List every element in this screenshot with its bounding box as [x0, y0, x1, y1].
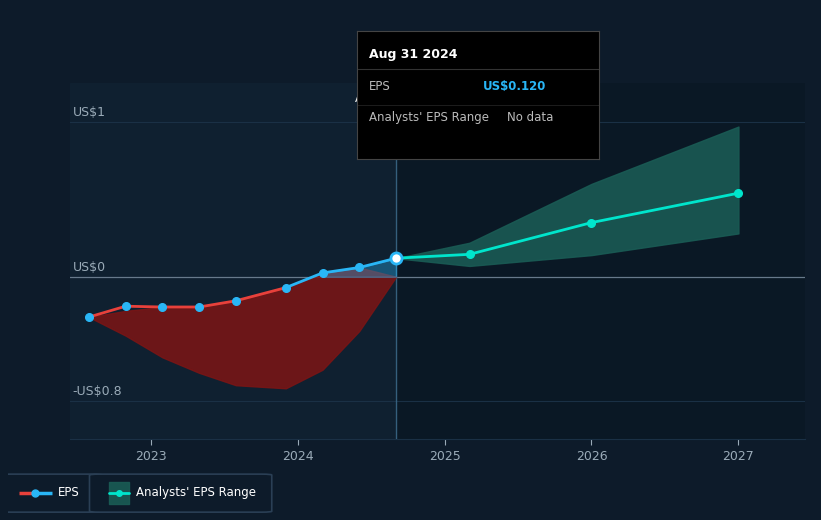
Text: US$1: US$1: [73, 106, 106, 119]
Text: EPS: EPS: [57, 486, 79, 499]
Text: Analysts' EPS Range: Analysts' EPS Range: [369, 111, 489, 124]
Text: Actual: Actual: [355, 93, 392, 106]
FancyBboxPatch shape: [89, 474, 272, 512]
Text: US$0.120: US$0.120: [483, 80, 547, 93]
Text: -US$0.8: -US$0.8: [73, 385, 122, 398]
FancyBboxPatch shape: [1, 474, 102, 512]
Text: Aug 31 2024: Aug 31 2024: [369, 48, 458, 61]
Text: No data: No data: [507, 111, 553, 124]
Text: Analysts Forecasts: Analysts Forecasts: [403, 93, 513, 106]
Bar: [70, 83, 396, 439]
Text: Analysts' EPS Range: Analysts' EPS Range: [136, 486, 256, 499]
Bar: [396, 83, 805, 439]
Text: EPS: EPS: [369, 80, 391, 93]
Text: US$0: US$0: [73, 261, 106, 274]
